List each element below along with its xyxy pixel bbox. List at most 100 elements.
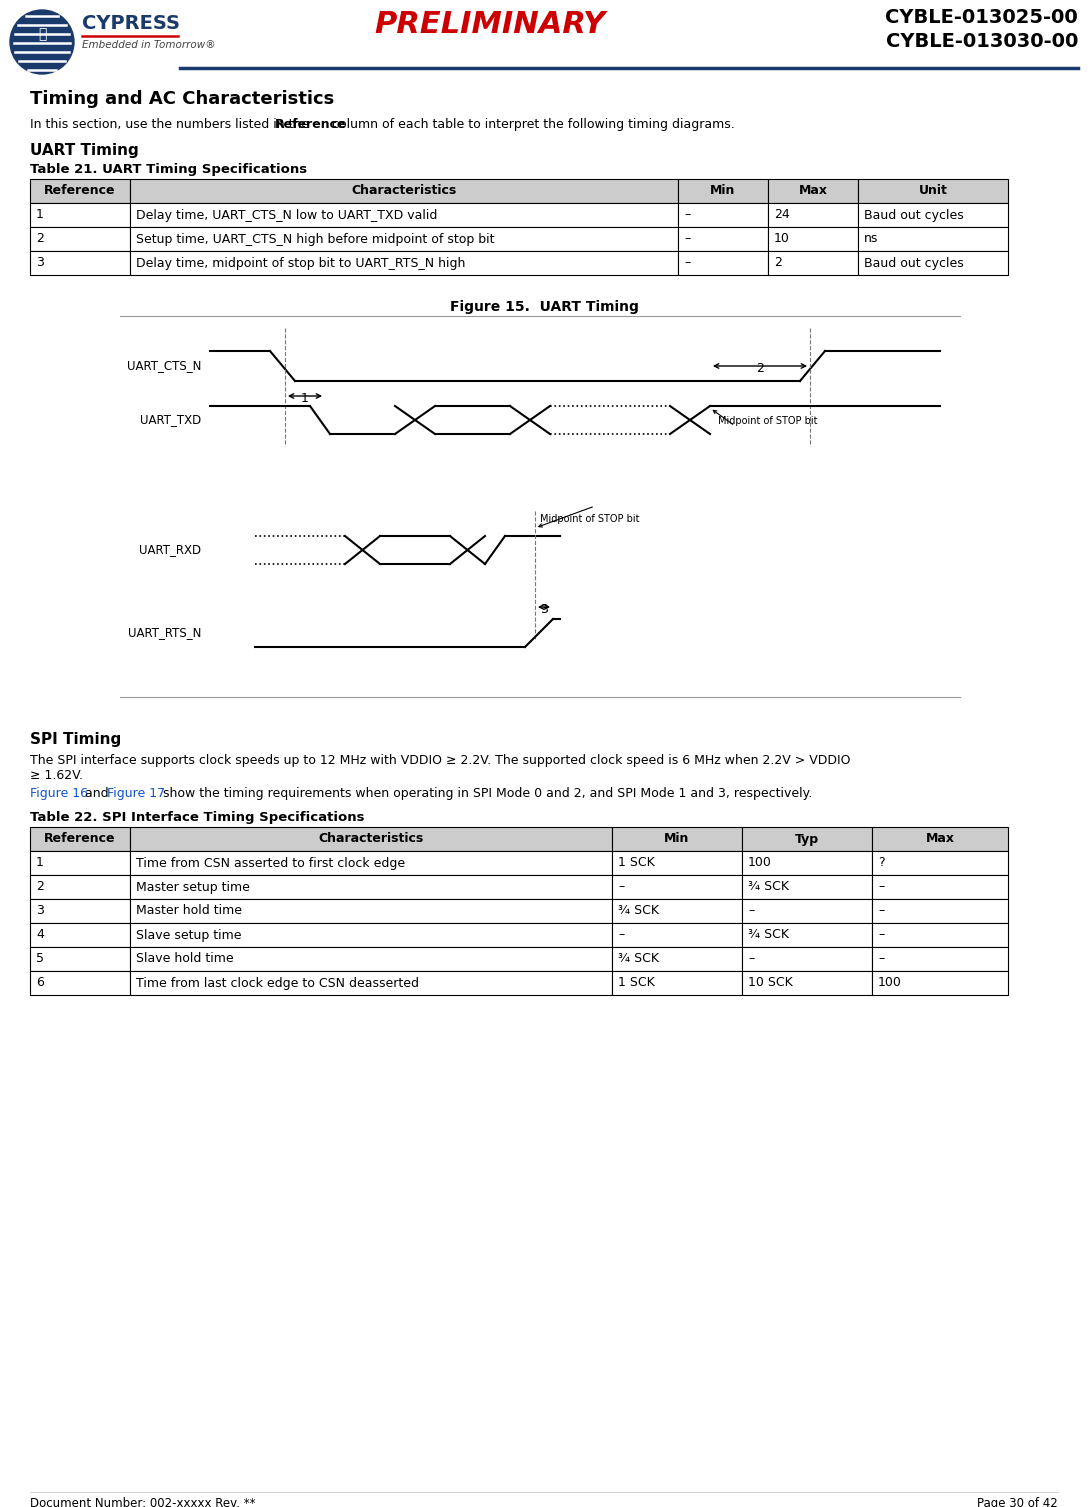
Bar: [129, 252, 678, 274]
Text: –: –: [878, 880, 885, 894]
Text: –: –: [878, 952, 885, 966]
Text: ¾ SCK: ¾ SCK: [749, 880, 789, 894]
Text: UART_RXD: UART_RXD: [139, 544, 201, 556]
Bar: [30, 179, 129, 203]
Text: Baud out cycles: Baud out cycles: [864, 256, 964, 270]
Text: In this section, use the numbers listed in the: In this section, use the numbers listed …: [30, 118, 313, 131]
Bar: [858, 252, 1007, 274]
Text: Time from CSN asserted to first clock edge: Time from CSN asserted to first clock ed…: [136, 856, 405, 870]
Text: ¾ SCK: ¾ SCK: [618, 904, 659, 918]
Text: 1: 1: [36, 856, 44, 870]
Text: Slave hold time: Slave hold time: [136, 952, 234, 966]
Bar: [30, 971, 129, 995]
Text: 1 SCK: 1 SCK: [618, 856, 655, 870]
Text: Delay time, UART_CTS_N low to UART_TXD valid: Delay time, UART_CTS_N low to UART_TXD v…: [136, 208, 437, 222]
Bar: [129, 203, 678, 228]
Text: Midpoint of STOP bit: Midpoint of STOP bit: [718, 416, 817, 426]
Text: 3: 3: [36, 904, 44, 918]
Bar: [858, 228, 1007, 252]
Text: UART_CTS_N: UART_CTS_N: [126, 360, 201, 372]
Bar: [871, 851, 1007, 876]
Bar: [129, 900, 611, 922]
Text: ¾ SCK: ¾ SCK: [749, 928, 789, 942]
Bar: [129, 971, 611, 995]
Text: Figure 17: Figure 17: [108, 787, 165, 800]
Bar: [611, 900, 742, 922]
Text: 3: 3: [36, 256, 44, 270]
Bar: [678, 203, 768, 228]
Text: 1 SCK: 1 SCK: [618, 977, 655, 990]
Text: 24: 24: [774, 208, 790, 222]
Text: Characteristics: Characteristics: [319, 832, 423, 845]
Text: CYBLE-013025-00: CYBLE-013025-00: [886, 8, 1078, 27]
Text: UART Timing: UART Timing: [30, 143, 139, 158]
Text: Delay time, midpoint of stop bit to UART_RTS_N high: Delay time, midpoint of stop bit to UART…: [136, 256, 466, 270]
Bar: [129, 922, 611, 946]
Text: Time from last clock edge to CSN deasserted: Time from last clock edge to CSN deasser…: [136, 977, 419, 990]
Text: –: –: [618, 928, 625, 942]
Text: CYPRESS: CYPRESS: [82, 14, 180, 33]
Bar: [768, 228, 858, 252]
Bar: [611, 876, 742, 900]
Text: Characteristics: Characteristics: [351, 184, 457, 197]
Text: UART_TXD: UART_TXD: [139, 413, 201, 426]
Text: Setup time, UART_CTS_N high before midpoint of stop bit: Setup time, UART_CTS_N high before midpo…: [136, 232, 495, 246]
Text: UART_RTS_N: UART_RTS_N: [127, 627, 201, 639]
Text: Reference: Reference: [45, 184, 115, 197]
Bar: [611, 946, 742, 971]
Bar: [129, 827, 611, 851]
Bar: [611, 922, 742, 946]
Text: 1: 1: [36, 208, 44, 222]
Text: 100: 100: [878, 977, 902, 990]
Text: Midpoint of STOP bit: Midpoint of STOP bit: [540, 514, 640, 524]
Bar: [30, 900, 129, 922]
Bar: [742, 876, 871, 900]
Text: ≥ 1.62V.: ≥ 1.62V.: [30, 769, 83, 782]
Bar: [678, 252, 768, 274]
Bar: [611, 827, 742, 851]
Text: ?: ?: [878, 856, 885, 870]
Bar: [30, 922, 129, 946]
Bar: [611, 971, 742, 995]
Text: show the timing requirements when operating in SPI Mode 0 and 2, and SPI Mode 1 : show the timing requirements when operat…: [159, 787, 812, 800]
Bar: [129, 946, 611, 971]
Bar: [871, 971, 1007, 995]
Bar: [742, 946, 871, 971]
Text: 4: 4: [36, 928, 44, 942]
Bar: [129, 228, 678, 252]
Text: 1: 1: [301, 392, 309, 405]
Text: Max: Max: [926, 832, 954, 845]
Bar: [768, 203, 858, 228]
Text: 2: 2: [36, 232, 44, 246]
Text: 5: 5: [36, 952, 44, 966]
Bar: [30, 851, 129, 876]
Text: Slave setup time: Slave setup time: [136, 928, 242, 942]
Text: Min: Min: [665, 832, 690, 845]
Bar: [678, 228, 768, 252]
Text: ¾ SCK: ¾ SCK: [618, 952, 659, 966]
Bar: [129, 179, 678, 203]
Bar: [858, 179, 1007, 203]
Text: Document Number: 002-xxxxx Rev. **: Document Number: 002-xxxxx Rev. **: [30, 1496, 256, 1507]
Text: Table 21. UART Timing Specifications: Table 21. UART Timing Specifications: [30, 163, 307, 176]
Bar: [742, 851, 871, 876]
Text: CYBLE-013030-00: CYBLE-013030-00: [886, 32, 1078, 51]
Text: 2: 2: [774, 256, 782, 270]
Text: Timing and AC Characteristics: Timing and AC Characteristics: [30, 90, 334, 109]
Text: Page 30 of 42: Page 30 of 42: [977, 1496, 1058, 1507]
Text: Baud out cycles: Baud out cycles: [864, 208, 964, 222]
Text: 2: 2: [756, 362, 764, 375]
Bar: [871, 876, 1007, 900]
Text: and: and: [82, 787, 113, 800]
Text: 2: 2: [36, 880, 44, 894]
Text: 100: 100: [749, 856, 771, 870]
Bar: [30, 876, 129, 900]
Bar: [678, 179, 768, 203]
Text: Embedded in Tomorrow®: Embedded in Tomorrow®: [82, 41, 215, 50]
Bar: [30, 252, 129, 274]
Bar: [129, 851, 611, 876]
Bar: [768, 252, 858, 274]
Text: 🌿: 🌿: [38, 27, 46, 41]
Bar: [129, 876, 611, 900]
Bar: [871, 922, 1007, 946]
